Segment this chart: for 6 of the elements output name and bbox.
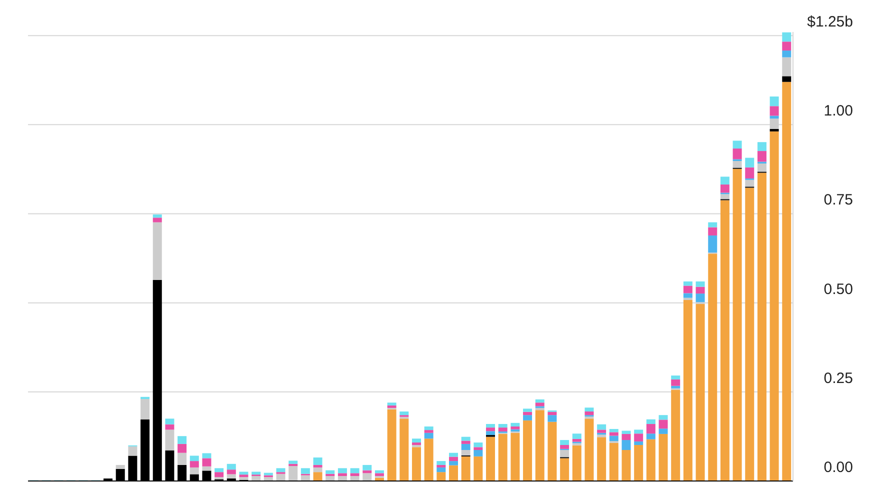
y-tick-label: 0.50 — [824, 280, 853, 298]
y-tick-label: $1.25b — [807, 14, 853, 31]
y-tick-label: 1.00 — [824, 102, 853, 120]
y-tick-label: 0.25 — [824, 370, 853, 387]
y-tick-label: 0.00 — [824, 459, 853, 476]
y-tick-label: 0.75 — [824, 192, 853, 209]
